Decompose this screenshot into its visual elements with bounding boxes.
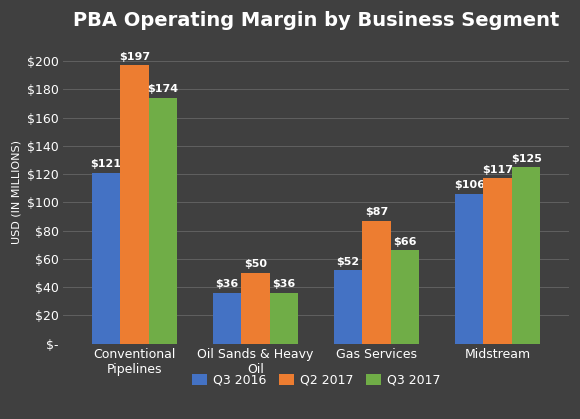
Bar (92, 173, 121, 344)
Bar (241, 273, 270, 344)
Text: $36: $36 (216, 279, 239, 289)
Text: $36: $36 (273, 279, 296, 289)
Text: $87: $87 (365, 207, 388, 217)
Legend: Q3 2016, Q2 2017, Q3 2017: Q3 2016, Q2 2017, Q3 2017 (187, 369, 445, 392)
Bar (149, 98, 177, 344)
Bar (391, 251, 419, 344)
Text: $106: $106 (454, 180, 485, 190)
Text: $117: $117 (482, 165, 513, 175)
Bar (362, 221, 391, 344)
Bar (213, 293, 241, 344)
Title: PBA Operating Margin by Business Segment: PBA Operating Margin by Business Segment (73, 11, 559, 30)
Bar (121, 65, 149, 344)
Bar (484, 178, 512, 344)
Bar (455, 194, 484, 344)
Text: $174: $174 (147, 84, 179, 94)
Text: $197: $197 (119, 52, 150, 62)
Bar (334, 270, 362, 344)
Text: $52: $52 (336, 256, 360, 266)
Text: $121: $121 (90, 159, 122, 169)
Text: $125: $125 (511, 153, 542, 163)
Bar (512, 167, 541, 344)
Bar (270, 293, 298, 344)
Text: $66: $66 (393, 237, 417, 247)
Text: $50: $50 (244, 259, 267, 269)
Y-axis label: USD (IN MILLIONS): USD (IN MILLIONS) (11, 140, 21, 244)
